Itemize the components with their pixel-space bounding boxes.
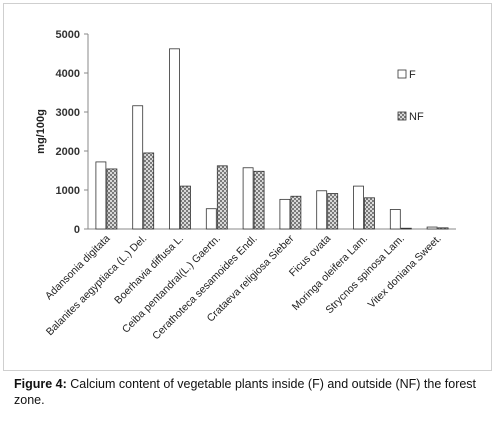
bar-nf	[180, 185, 191, 230]
y-tick-label: 2000	[56, 146, 80, 158]
bar-f	[353, 185, 364, 230]
y-tick-label: 0	[74, 224, 80, 236]
bar-nf	[400, 227, 412, 230]
bar-nf	[327, 193, 339, 230]
bar-f	[426, 226, 438, 230]
chart-frame: 0 1000 2000 3000 4000 5000 mg/100g Adansonia di…	[3, 3, 492, 371]
caption-text: Calcium content of vegetable plants insi…	[14, 377, 477, 407]
legend-label-nf: NF	[409, 111, 424, 123]
bar-nf	[437, 227, 449, 230]
bar-f	[242, 167, 254, 230]
bar-f	[316, 190, 328, 230]
legend-swatch-nf	[397, 111, 407, 121]
bar-nf	[143, 152, 155, 230]
y-tick-label: 5000	[56, 29, 80, 41]
bar-nf	[364, 197, 375, 230]
bar-f	[205, 208, 217, 230]
y-tick-label: 4000	[56, 68, 80, 80]
bar-f	[132, 105, 144, 230]
bar-f	[279, 198, 291, 230]
y-tick-label: 3000	[56, 107, 80, 119]
bar-nf	[253, 170, 265, 230]
x-tick-label: Adansonia digitata	[43, 233, 113, 303]
bar-f	[389, 209, 401, 230]
calcium-bar-chart: 0 1000 2000 3000 4000 5000 mg/100g Adansonia di…	[35, 29, 456, 342]
bar-nf	[290, 195, 302, 230]
bar-f	[169, 48, 180, 230]
caption-label: Figure 4:	[14, 377, 67, 391]
legend-label-f: F	[409, 69, 416, 81]
bar-f	[95, 161, 107, 230]
legend-swatch-f	[397, 69, 407, 79]
x-tick-label: Boerhavia diffusa L.	[112, 233, 186, 307]
y-tick-label: 1000	[56, 185, 80, 197]
figure-caption: Figure 4: Calcium content of vegetable p…	[14, 376, 489, 408]
bar-nf	[106, 168, 118, 230]
bar-nf	[216, 165, 228, 230]
y-axis-label: mg/100g	[35, 109, 47, 154]
x-tick-label: Vitex doniana Sweet.	[366, 233, 444, 311]
